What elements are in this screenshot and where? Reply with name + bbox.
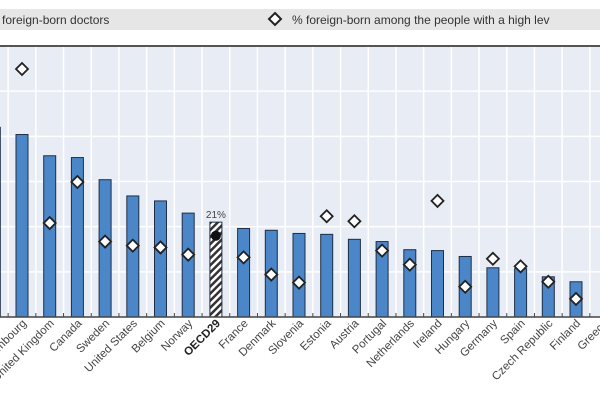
bar-france: [237, 227, 251, 318]
marker-diamond: [319, 209, 334, 224]
marker-diamond: [264, 267, 279, 282]
marker-diamond: [541, 274, 556, 290]
marker-diamond: [374, 243, 390, 258]
legend-diamond-icon: [267, 11, 283, 27]
bar-united-kingdom: [43, 155, 57, 318]
marker-diamond: [513, 259, 528, 274]
marker-diamond: [568, 291, 584, 307]
bar-slovenia: [292, 232, 306, 318]
marker-oecd-average: [210, 230, 221, 241]
bar-austria: [347, 238, 361, 318]
legend-bar-label: foreign-born doctors: [2, 13, 109, 27]
marker-diamond: [70, 174, 85, 190]
marker-diamond: [153, 240, 168, 255]
bar-germany: [486, 267, 500, 318]
marker-diamond: [457, 279, 473, 295]
marker-diamond: [97, 234, 113, 249]
category-label: United Kingdom: [0, 318, 57, 384]
marker-diamond: [236, 250, 251, 265]
bar-belgium: [154, 200, 167, 318]
marker-diamond: [180, 247, 196, 262]
marker-diamond: [402, 257, 418, 272]
marker-diamond: [291, 275, 307, 290]
bar-ireland: [431, 250, 444, 318]
bar-united-states: [126, 195, 140, 318]
bar-spain: [514, 268, 528, 318]
marker-diamond: [14, 61, 30, 77]
bar-luxembourg: [15, 134, 29, 318]
data-label: 21%: [206, 210, 226, 221]
category-label: Estonia: [298, 317, 334, 353]
marker-diamond: [42, 215, 57, 231]
bar-estonia: [320, 233, 334, 318]
bar-norway: [181, 212, 195, 318]
marker-diamond: [485, 251, 501, 267]
marker-diamond: [430, 193, 445, 209]
legend-marker-label: % foreign-born among the people with a h…: [292, 13, 550, 27]
marker-diamond: [125, 238, 141, 253]
marker-diamond: [347, 213, 362, 229]
legend-band: [0, 9, 600, 30]
